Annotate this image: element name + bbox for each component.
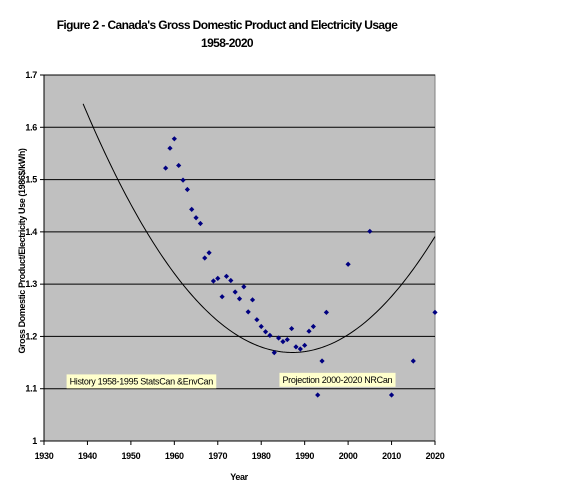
data-point (189, 206, 195, 212)
data-point (267, 332, 273, 338)
y-tick-label: 1.1 (25, 384, 37, 394)
data-point (310, 323, 316, 330)
data-point (228, 277, 234, 284)
data-point (345, 261, 351, 267)
data-point (271, 350, 277, 356)
data-point (241, 284, 247, 290)
x-tick-label: 1960 (165, 451, 184, 461)
annotation-box: History 1958-1995 StatsCan &EnvCan (66, 374, 217, 389)
data-point (210, 278, 217, 284)
data-point (302, 342, 308, 348)
data-point (245, 309, 251, 315)
data-point (280, 339, 286, 345)
gridlines (43, 74, 435, 442)
data-point (236, 296, 243, 302)
data-point (276, 335, 282, 341)
data-point (388, 392, 395, 398)
data-point (167, 145, 173, 151)
data-point (184, 186, 190, 193)
data-point (297, 346, 303, 352)
data-point (432, 309, 438, 315)
trendline-curve (82, 103, 436, 353)
data-point (323, 309, 329, 315)
x-tick-label: 2010 (382, 451, 401, 461)
data-point (306, 328, 312, 334)
data-point (197, 220, 203, 227)
data-point (258, 323, 264, 330)
y-axis-label: Gross Domestic Product/Electricity Use (… (17, 148, 27, 353)
data-point (289, 325, 295, 332)
annotations: History 1958-1995 StatsCan &EnvCan Projec… (66, 372, 396, 389)
x-tick-label: 2020 (426, 451, 445, 461)
data-point (171, 136, 177, 142)
y-tick-label: 1.4 (25, 227, 37, 237)
x-tick-label: 1970 (208, 451, 227, 461)
data-point (367, 228, 373, 234)
data-point (193, 215, 199, 221)
data-point (215, 275, 221, 281)
y-tick-label: 1.7 (25, 70, 37, 80)
data-point (319, 358, 325, 364)
data-point (254, 317, 260, 323)
x-axis-label: Year (230, 472, 248, 482)
x-tick-label: 1990 (295, 451, 314, 461)
x-tick-label: 1950 (121, 451, 140, 461)
x-tick-label: 1930 (35, 451, 54, 461)
y-tick-label: 1.3 (25, 279, 37, 289)
chart-subtitle: 1958-2020 (201, 36, 254, 50)
chart-title: Figure 2 - Canada's Gross Domestic Produ… (57, 18, 398, 32)
data-point (202, 255, 208, 261)
x-tick-label: 1980 (252, 451, 271, 461)
annotation-text: Projection 2000-2020 NRCan (282, 375, 392, 385)
y-tick-label: 1.2 (25, 331, 37, 341)
data-point (232, 289, 238, 295)
annotation-background (279, 372, 396, 387)
x-axis-ticks: 1930 1940 1950 1960 1970 1980 1990 2000 2010 2020 (35, 441, 445, 461)
data-point (163, 165, 169, 171)
y-tick-label: 1.6 (25, 122, 37, 132)
y-tick-label: 1.5 (25, 175, 37, 185)
data-point (410, 358, 416, 364)
data-point (293, 344, 299, 350)
y-tick-label: 1 (32, 436, 37, 446)
x-tick-label: 1940 (78, 451, 97, 461)
annotation-box: Projection 2000-2020 NRCan (279, 372, 396, 387)
y-axis-ticks: 1 1.1 1.2 1.3 1.4 1.5 1.6 1.7 (25, 70, 44, 446)
x-tick-label: 2000 (339, 451, 358, 461)
data-point (219, 294, 225, 300)
data-point (180, 177, 186, 183)
data-point (262, 329, 269, 335)
annotation-text: History 1958-1995 StatsCan &EnvCan (70, 376, 214, 386)
data-point (249, 297, 256, 303)
data-points (163, 136, 438, 398)
data-point (284, 336, 290, 343)
annotation-background (66, 374, 217, 389)
data-point (176, 162, 182, 169)
data-point (223, 273, 230, 279)
trendline (82, 103, 436, 353)
data-point (206, 250, 212, 256)
data-point (315, 392, 321, 398)
